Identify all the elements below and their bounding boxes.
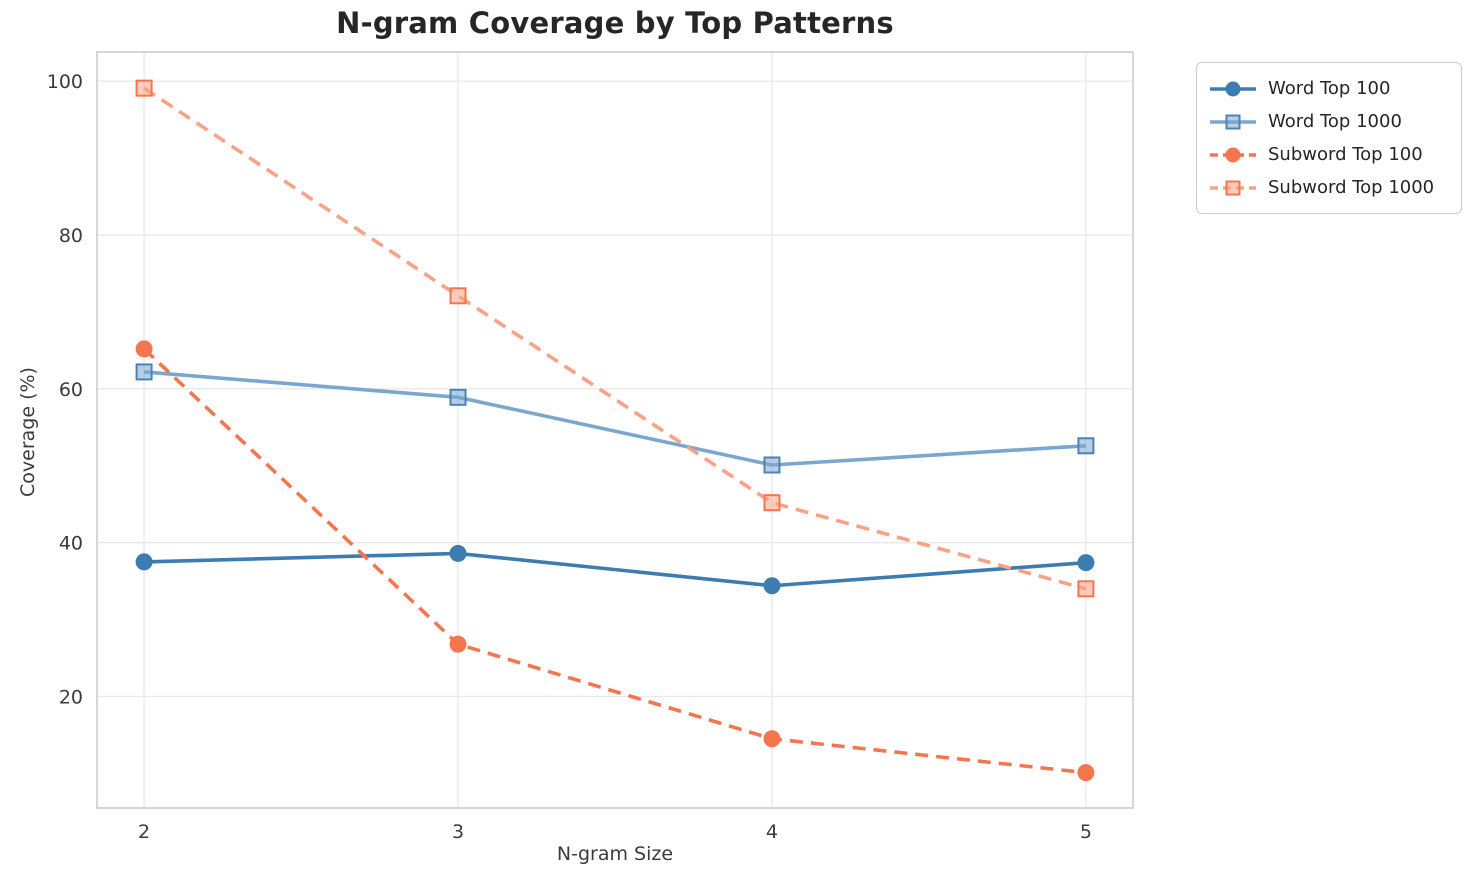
marker-subword-top-100 xyxy=(135,340,153,358)
marker-word-top-100 xyxy=(763,577,781,595)
legend-swatch-subword-top-1000 xyxy=(1210,180,1256,195)
series-line-subword-top-100 xyxy=(142,347,1087,775)
legend-marker-subword-top-1000 xyxy=(1225,180,1241,195)
marker-word-top-1000 xyxy=(1077,437,1095,455)
chart-title: N-gram Coverage by Top Patterns xyxy=(336,6,894,40)
legend-label-word-top-1000: Word Top 1000 xyxy=(1268,111,1402,132)
x-axis-label: N-gram Size xyxy=(556,843,674,865)
marker-subword-top-100 xyxy=(449,635,467,653)
marker-subword-top-100 xyxy=(763,730,781,748)
x-tick-label: 5 xyxy=(1080,821,1092,843)
axes-spines xyxy=(96,51,1134,809)
y-tick-label: 40 xyxy=(59,533,83,555)
x-tick-label: 3 xyxy=(452,821,464,843)
y-tick-label: 20 xyxy=(59,686,83,708)
legend-item-subword-top-1000: Subword Top 1000 xyxy=(1208,171,1449,204)
marker-subword-top-1000 xyxy=(1077,580,1095,598)
marker-word-top-100 xyxy=(1077,554,1095,572)
legend-marker-subword-top-100 xyxy=(1225,147,1241,162)
x-tick-label: 2 xyxy=(138,821,150,843)
series-line-subword-top-1000 xyxy=(143,86,1087,591)
marker-subword-top-100 xyxy=(1077,764,1095,782)
marker-word-top-1000 xyxy=(449,388,467,406)
legend-swatch-subword-top-100 xyxy=(1210,147,1256,162)
marker-subword-top-1000 xyxy=(763,494,781,512)
legend-marker-word-top-100 xyxy=(1225,81,1241,96)
y-tick-label: 80 xyxy=(59,225,83,247)
legend-item-word-top-100: Word Top 100 xyxy=(1208,72,1449,105)
marker-subword-top-1000 xyxy=(135,79,153,97)
legend: Word Top 100 Word Top 1000 Subword Top 100… xyxy=(1196,62,1462,214)
marker-word-top-100 xyxy=(135,553,153,571)
marker-word-top-1000 xyxy=(135,363,153,381)
legend-item-subword-top-100: Subword Top 100 xyxy=(1208,138,1449,171)
series-line-word-top-100 xyxy=(144,551,1087,588)
legend-label-subword-top-1000: Subword Top 1000 xyxy=(1268,177,1435,198)
legend-marker-word-top-1000 xyxy=(1225,114,1241,129)
legend-swatch-word-top-100 xyxy=(1210,81,1256,96)
legend-item-word-top-1000: Word Top 1000 xyxy=(1208,105,1449,138)
series-line-word-top-1000 xyxy=(143,370,1087,467)
marker-word-top-1000 xyxy=(763,456,781,474)
y-tick-label: 60 xyxy=(59,379,83,401)
legend-label-subword-top-100: Subword Top 100 xyxy=(1268,144,1423,165)
x-tick-label: 4 xyxy=(766,821,778,843)
marker-subword-top-1000 xyxy=(449,287,467,305)
y-axis-label: Coverage (%) xyxy=(17,367,39,497)
legend-swatch-word-top-1000 xyxy=(1210,114,1256,129)
legend-label-word-top-100: Word Top 100 xyxy=(1268,78,1391,99)
y-tick-label: 100 xyxy=(47,71,83,93)
marker-word-top-100 xyxy=(449,544,467,562)
